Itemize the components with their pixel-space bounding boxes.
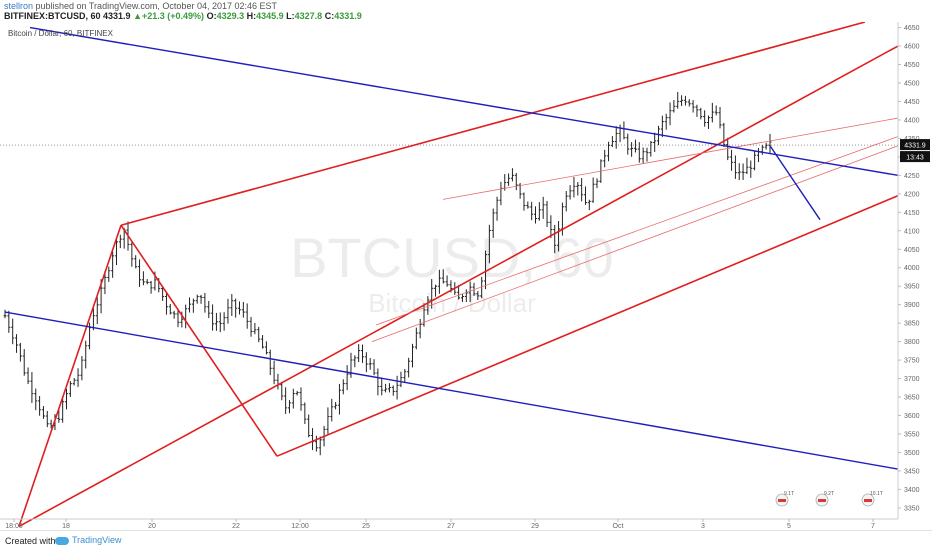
time-tick-label: 29 xyxy=(531,523,539,530)
event-label: 9.2T xyxy=(824,491,834,497)
price-tick-label: 3500 xyxy=(904,450,920,457)
plot-background xyxy=(0,22,898,519)
price-tick-label: 3700 xyxy=(904,376,920,383)
price-tick-label: 4500 xyxy=(904,80,920,87)
pitchfork-upper-line[interactable] xyxy=(120,21,866,227)
tradingview-brand-text: TradingView xyxy=(72,535,122,545)
high-value: 4345.9 xyxy=(256,11,284,21)
drawing-tools[interactable] xyxy=(4,21,899,528)
event-label: 9.1T xyxy=(784,491,794,497)
chart-title: Bitcoin / Dollar, 60, BITFINEX xyxy=(8,29,114,38)
tradingview-brand[interactable]: TradingView xyxy=(55,535,122,545)
close-value: 4331.9 xyxy=(334,11,362,21)
time-tick-label: 7 xyxy=(871,523,875,530)
price-change: +21.3 (+0.49%) xyxy=(142,11,205,21)
pitchfork-base[interactable] xyxy=(120,224,278,457)
price-tick-label: 3850 xyxy=(904,321,920,328)
price-tags: 4331.9 13:43 xyxy=(900,139,930,163)
trend-line[interactable] xyxy=(29,26,899,177)
price-tick-label: 4000 xyxy=(904,265,920,272)
symbol-label: BITFINEX:BTCUSD, 60 xyxy=(4,11,101,21)
event-flag-stripe xyxy=(778,499,786,502)
event-label: 10.1T xyxy=(870,491,883,497)
countdown-tag-text: 13:43 xyxy=(906,155,924,162)
pitchfork-inner-line[interactable] xyxy=(442,117,899,200)
price-tick-label: 4050 xyxy=(904,247,920,254)
price-tick-label: 4150 xyxy=(904,210,920,217)
price-tick-label: 3650 xyxy=(904,395,920,402)
chart-header: stellron published on TradingView.com, O… xyxy=(0,0,932,22)
price-tick-label: 3550 xyxy=(904,432,920,439)
time-tick-label: 22 xyxy=(232,523,240,530)
pitchfork-inner-line[interactable] xyxy=(375,136,899,326)
low-label: L: xyxy=(286,11,295,21)
time-tick-label: 27 xyxy=(447,523,455,530)
low-value: 4327.8 xyxy=(294,11,323,21)
created-with-label: Created with xyxy=(5,536,56,546)
time-tick-label: 12:00 xyxy=(291,523,309,530)
time-tick-label: 18 xyxy=(62,523,70,530)
open-value: 4329.3 xyxy=(216,11,245,21)
last-price: 4331.9 xyxy=(103,11,131,21)
price-tick-label: 4250 xyxy=(904,173,920,180)
tradingview-logo-icon xyxy=(55,536,69,545)
watermark-symbol: BTCUSD, 60 xyxy=(290,226,614,289)
price-tick-label: 4450 xyxy=(904,99,920,106)
price-tick-label: 4100 xyxy=(904,228,920,235)
price-tick-label: 3800 xyxy=(904,339,920,346)
change-arrow-icon: ▲ xyxy=(133,11,142,21)
price-tick-label: 3750 xyxy=(904,358,920,365)
pitchfork-median-line[interactable] xyxy=(18,45,899,528)
close-label: C: xyxy=(324,11,335,21)
publish-info: published on TradingView.com, October 04… xyxy=(33,1,278,11)
time-tick-label: 3 xyxy=(701,523,705,530)
time-tick-label: 20 xyxy=(148,523,156,530)
watermark-name: Bitcoin / Dollar xyxy=(368,288,536,318)
pitchfork-inner-line[interactable] xyxy=(371,145,899,343)
trend-line[interactable] xyxy=(4,311,899,470)
price-tick-label: 3950 xyxy=(904,284,920,291)
price-axis[interactable]: 3350 3400 3450 3500 3550 3600 3650 3700 3750 3800… xyxy=(898,25,920,512)
chart-area[interactable]: BTCUSD, 60 Bitcoin / Dollar Bitcoin / Do… xyxy=(0,21,932,530)
time-tick-label: 25 xyxy=(362,523,370,530)
price-tick-label: 3400 xyxy=(904,487,920,494)
pitchfork-lower-line[interactable] xyxy=(276,194,899,457)
last-price-tag-text: 4331.9 xyxy=(904,143,926,150)
time-axis[interactable]: 18:00 18 20 22 12:00 25 27 29 Oct 3 5 7 xyxy=(5,519,875,530)
event-flag-stripe xyxy=(818,499,826,502)
price-tick-label: 3450 xyxy=(904,468,920,475)
last-price-tag xyxy=(900,139,930,151)
time-tick-label: Oct xyxy=(613,523,624,530)
economic-events[interactable]: 9.1T 9.2T 10.1T xyxy=(775,491,883,507)
event-flag-stripe xyxy=(864,499,872,502)
author-link[interactable]: stellron xyxy=(4,1,34,11)
price-tick-label: 4550 xyxy=(904,62,920,69)
countdown-tag xyxy=(900,151,930,163)
time-tick-label: 5 xyxy=(787,523,791,530)
quote-line: BITFINEX:BTCUSD, 60 4331.9 ▲+21.3 (+0.49… xyxy=(4,11,362,21)
open-label: O: xyxy=(206,11,217,21)
price-tick-label: 4650 xyxy=(904,25,920,32)
price-tick-label: 3600 xyxy=(904,413,920,420)
pitchfork-handle[interactable] xyxy=(18,224,122,527)
trend-line[interactable] xyxy=(769,145,821,221)
price-chart[interactable]: BTCUSD, 60 Bitcoin / Dollar Bitcoin / Do… xyxy=(0,21,932,530)
price-tick-label: 4400 xyxy=(904,117,920,124)
publish-line: stellron published on TradingView.com, O… xyxy=(4,1,277,11)
price-tick-label: 4600 xyxy=(904,44,920,51)
price-tick-label: 4200 xyxy=(904,191,920,198)
price-tick-label: 3350 xyxy=(904,505,920,512)
footer: Created with TradingView xyxy=(0,530,932,551)
price-tick-label: 3900 xyxy=(904,302,920,309)
high-label: H: xyxy=(246,11,257,21)
time-tick-label: 18:00 xyxy=(5,523,23,530)
